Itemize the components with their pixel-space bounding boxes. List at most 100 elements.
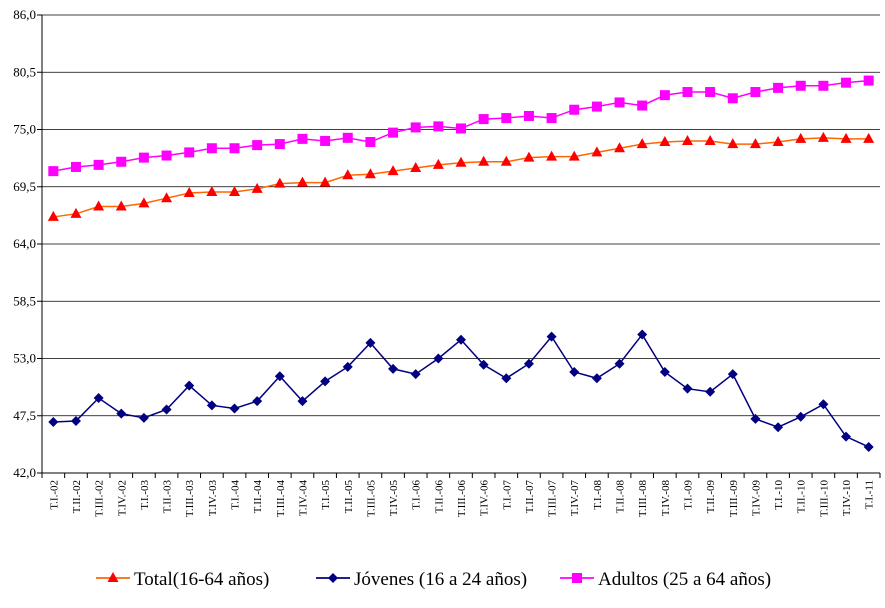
data-point [818,80,829,91]
x-axis: T.I.-02 T.II.-02 T.III.-02 T.IV.-02 T.I.-03 T… [41,473,881,518]
data-point [478,359,489,370]
x-tick-label: T.II.-03 [162,480,174,514]
data-point [455,156,467,167]
data-point [456,334,466,345]
data-point [342,169,354,180]
data-point [161,150,172,161]
x-tick-label: T.I.-05 [320,480,332,510]
data-point [319,176,331,187]
data-point [184,147,195,158]
data-point [795,80,806,91]
data-point [773,82,784,93]
data-point [772,135,784,146]
x-tick-label: T.I.-03 [139,480,151,510]
x-tick-label: T.IV.-09 [750,480,762,517]
data-point [704,134,716,145]
x-tick-label: T.IV.-02 [116,480,128,516]
x-tick-label: T.II.-02 [71,480,83,513]
data-point [659,135,671,146]
x-tick-label: T.IV.-10 [841,480,853,517]
x-tick-label: T.I.-11 [864,480,876,509]
x-tick-label: T.II.-09 [705,480,717,514]
data-point [183,186,195,197]
y-tick-label: 86,0 [13,7,36,22]
x-tick-label: T.IV.-06 [479,480,491,517]
data-point [773,422,784,433]
data-point [274,139,285,150]
data-point [206,400,217,411]
data-point [365,337,376,348]
data-point [433,353,444,364]
series-2 [48,329,874,452]
legend-item-2: Jóvenes (16 a 24 años) [316,569,527,590]
x-tick-label: T.II.-07 [524,480,536,514]
data-point [501,373,512,384]
data-point [456,123,466,134]
y-tick-label: 42,0 [13,465,36,480]
data-point [229,185,241,196]
data-point [523,151,535,162]
data-point [569,104,580,115]
data-point [161,404,172,415]
data-point [252,140,263,151]
legend-item-1: Total(16-64 años) [96,569,269,590]
data-point [93,159,104,170]
legend-swatch-marker [572,573,582,583]
x-tick-label: T.I.-09 [682,480,694,510]
data-point [501,113,512,124]
data-point [749,138,761,149]
x-tick-label: T.II.-08 [615,480,627,514]
x-tick-label: T.III.-05 [365,480,377,518]
x-tick-label: T.II.-10 [796,480,808,514]
data-point [659,90,670,101]
data-point [320,376,331,387]
legend-swatch-marker [107,572,119,582]
data-point [297,396,308,407]
data-point [410,122,421,133]
data-point [863,132,875,143]
data-point [48,166,59,177]
data-point [410,162,422,173]
x-tick-label: T.III.-06 [456,480,468,518]
x-tick-label: T.III.-07 [547,480,559,518]
data-point [637,100,648,111]
data-point [795,411,806,422]
y-tick-label: 47,5 [13,408,36,423]
data-point [614,358,625,369]
data-point [342,132,353,143]
data-point [432,158,444,169]
x-tick-label: T.III.-03 [184,480,196,518]
data-point [727,138,739,149]
data-point [274,371,285,382]
data-point [591,146,603,157]
y-tick-label: 80,5 [13,64,36,79]
data-point [252,396,263,407]
data-point [591,373,602,384]
legend-label: Total(16-64 años) [134,569,269,590]
data-point [546,331,557,342]
legend-label: Adultos (25 a 64 años) [598,569,771,590]
y-tick-label: 53,0 [13,351,36,366]
data-point [840,132,852,143]
data-point [229,403,240,414]
data-point [523,358,534,369]
data-point [863,441,874,452]
data-point [841,431,852,442]
y-axis: 42,0 47,5 53,0 58,5 64,0 69,5 75,0 80,5 86,0 [13,7,42,480]
data-point [47,210,59,221]
data-point [546,113,557,124]
data-point [750,87,761,98]
data-point [817,131,829,142]
legend-swatch-marker [328,573,338,583]
data-point [116,408,127,419]
data-point [569,367,580,378]
data-point [681,134,693,145]
y-tick-label: 64,0 [13,236,36,251]
data-point [727,369,738,380]
x-tick-label: T.III.-10 [818,480,830,518]
x-tick-label: T.I.-08 [592,480,604,510]
data-point [682,383,693,394]
data-point [70,415,81,426]
data-point [388,363,399,374]
data-point [682,87,693,98]
